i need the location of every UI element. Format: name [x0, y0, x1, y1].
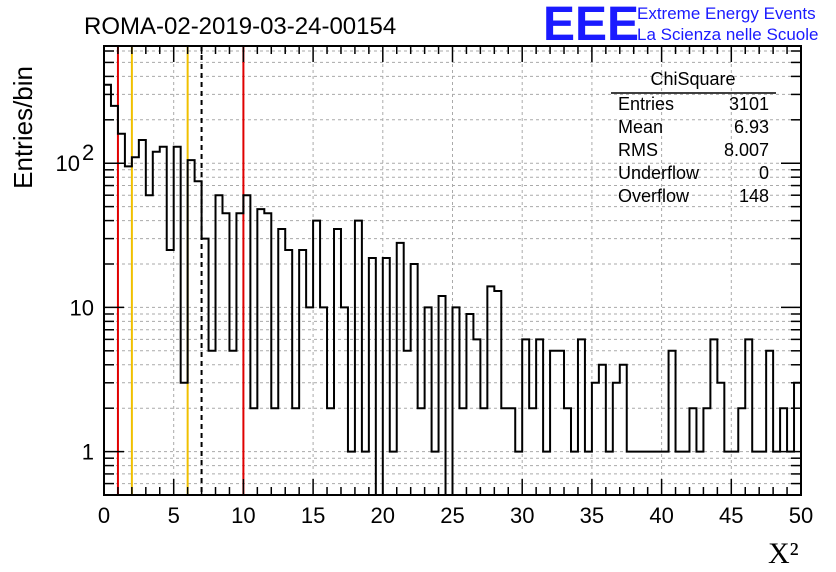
stats-box: ChiSquare Entries 3101 Mean 6.93 RMS 8.007 Und… — [611, 69, 776, 206]
y-tick-label: 10 — [70, 295, 94, 320]
stats-value: 6.93 — [734, 117, 769, 137]
logo-line-2: La Scienza nelle Scuole — [637, 25, 818, 44]
x-tick-label: 15 — [301, 503, 325, 528]
x-tick-label: 30 — [510, 503, 534, 528]
chart-title: ROMA-02-2019-03-24-00154 — [84, 13, 396, 40]
x-tick-label: 5 — [168, 503, 180, 528]
y-axis-title: Entries/bin — [8, 66, 38, 189]
stats-value: 148 — [739, 186, 769, 206]
stats-label: Underflow — [618, 163, 700, 183]
logo-line-1: Extreme Energy Events — [637, 4, 816, 23]
x-tick-label: 45 — [719, 503, 743, 528]
y-tick-label-exponent: 2 — [82, 140, 94, 165]
stats-value: 3101 — [729, 94, 769, 114]
axis-ticks — [103, 46, 802, 495]
stats-value: 8.007 — [724, 140, 769, 160]
x-tick-labels: 0 5 10 15 20 25 30 35 40 45 50 — [98, 503, 813, 528]
x-tick-label: 10 — [231, 503, 255, 528]
eee-logo: EEE Extreme Energy Events La Scienza nel… — [543, 0, 818, 51]
x-tick-label: 50 — [789, 503, 813, 528]
stats-label: Entries — [618, 94, 674, 114]
x-tick-label: 0 — [98, 503, 110, 528]
logo-eee-text: EEE — [543, 0, 639, 51]
stats-rows: Entries 3101 Mean 6.93 RMS 8.007 Underflow 0 Ove… — [618, 94, 769, 206]
stats-label: Overflow — [618, 186, 690, 206]
stats-value: 0 — [759, 163, 769, 183]
histogram-outline — [104, 83, 801, 496]
x-axis-title: X² — [768, 537, 799, 570]
x-tick-label: 35 — [580, 503, 604, 528]
stats-label: Mean — [618, 117, 663, 137]
histogram — [104, 83, 801, 496]
stats-label: RMS — [618, 140, 658, 160]
y-tick-label: 10 — [56, 151, 80, 176]
x-tick-label: 20 — [371, 503, 395, 528]
x-tick-label: 25 — [440, 503, 464, 528]
x-tick-label: 40 — [649, 503, 673, 528]
y-tick-label: 1 — [82, 440, 94, 465]
stats-title: ChiSquare — [650, 69, 735, 89]
